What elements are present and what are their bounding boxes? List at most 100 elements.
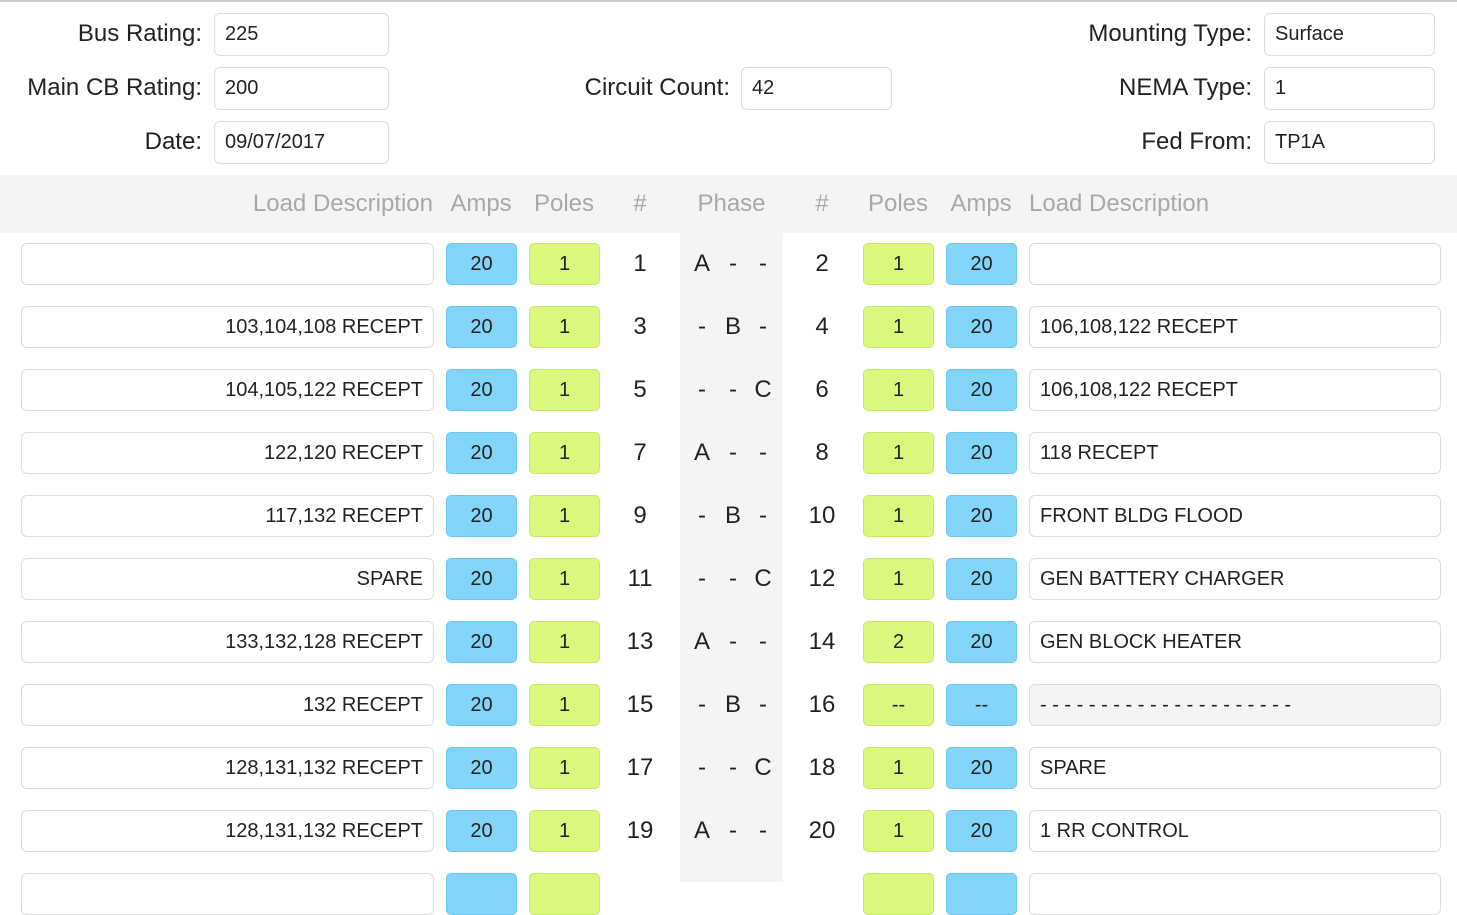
field-input[interactable]: TP1A — [1264, 121, 1435, 164]
left-amps[interactable]: 20 — [446, 684, 517, 726]
left-description[interactable]: 128,131,132 RECEPT — [21, 810, 434, 852]
right-poles[interactable]: 2 — [863, 621, 934, 663]
right-poles[interactable]: 1 — [863, 495, 934, 537]
right-poles[interactable]: 1 — [863, 747, 934, 789]
right-amps[interactable]: 20 — [946, 243, 1017, 285]
phase-cell: C — [754, 565, 772, 592]
right-amps[interactable]: 20 — [946, 747, 1017, 789]
right-description[interactable]: 118 RECEPT — [1029, 432, 1441, 474]
left-amps[interactable]: 20 — [446, 369, 517, 411]
right-poles[interactable]: 1 — [863, 432, 934, 474]
phase-cell: C — [754, 376, 772, 403]
right-poles[interactable]: 1 — [863, 243, 934, 285]
right-amps[interactable]: 20 — [946, 558, 1017, 600]
phase-cell: - — [698, 565, 706, 592]
phase-cell: - — [698, 376, 706, 403]
left-description[interactable]: 132 RECEPT — [21, 684, 434, 726]
phase-cell: - — [729, 376, 737, 403]
left-number: 9 — [633, 502, 647, 529]
right-number: 4 — [815, 313, 829, 340]
partial-row-cell — [946, 873, 1017, 915]
left-description[interactable]: 104,105,122 RECEPT — [21, 369, 434, 411]
field-input[interactable]: 09/07/2017 — [214, 121, 389, 164]
right-poles[interactable]: 1 — [863, 810, 934, 852]
right-amps[interactable]: 20 — [946, 810, 1017, 852]
left-poles[interactable]: 1 — [529, 306, 600, 348]
left-amps[interactable]: 20 — [446, 495, 517, 537]
left-number: 5 — [633, 376, 647, 403]
field-input[interactable]: 200 — [214, 67, 389, 110]
left-description[interactable]: 103,104,108 RECEPT — [21, 306, 434, 348]
left-poles[interactable]: 1 — [529, 747, 600, 789]
right-description[interactable] — [1029, 243, 1441, 285]
right-amps[interactable]: 20 — [946, 369, 1017, 411]
phase-cell: B — [724, 502, 741, 529]
left-poles[interactable]: 1 — [529, 369, 600, 411]
right-description[interactable]: SPARE — [1029, 747, 1441, 789]
right-poles[interactable]: 1 — [863, 558, 934, 600]
field-input[interactable]: 1 — [1264, 67, 1435, 110]
right-number: 6 — [815, 376, 829, 403]
left-poles[interactable]: 1 — [529, 243, 600, 285]
phase-cell: - — [759, 250, 767, 277]
right-number: 8 — [815, 439, 829, 466]
phase-cell: C — [754, 754, 772, 781]
left-description[interactable]: 117,132 RECEPT — [21, 495, 434, 537]
left-description[interactable]: 133,132,128 RECEPT — [21, 621, 434, 663]
partial-row-cell — [21, 873, 434, 915]
left-poles[interactable]: 1 — [529, 684, 600, 726]
phase-cell: - — [729, 628, 737, 655]
left-poles[interactable]: 1 — [529, 558, 600, 600]
right-description[interactable]: FRONT BLDG FLOOD — [1029, 495, 1441, 537]
left-poles[interactable]: 1 — [529, 810, 600, 852]
left-amps[interactable]: 20 — [446, 747, 517, 789]
column-header: Amps — [950, 190, 1012, 217]
left-amps[interactable]: 20 — [446, 243, 517, 285]
left-number: 19 — [626, 817, 654, 844]
phase-cell: - — [759, 502, 767, 529]
right-description[interactable]: 106,108,122 RECEPT — [1029, 369, 1441, 411]
right-description[interactable]: GEN BLOCK HEATER — [1029, 621, 1441, 663]
left-poles[interactable]: 1 — [529, 495, 600, 537]
right-amps[interactable]: 20 — [946, 306, 1017, 348]
phase-cell: - — [759, 313, 767, 340]
field-input[interactable]: 225 — [214, 13, 389, 56]
right-amps[interactable]: 20 — [946, 432, 1017, 474]
right-amps[interactable]: 20 — [946, 621, 1017, 663]
phase-cell: B — [724, 691, 741, 718]
left-number: 1 — [633, 250, 647, 277]
right-description[interactable]: - - - - - - - - - - - - - - - - - - - - … — [1029, 684, 1441, 726]
right-number: 20 — [808, 817, 836, 844]
right-poles[interactable]: 1 — [863, 306, 934, 348]
right-amps[interactable]: 20 — [946, 495, 1017, 537]
left-amps[interactable]: 20 — [446, 306, 517, 348]
right-poles[interactable]: -- — [863, 684, 934, 726]
partial-row-cell — [446, 873, 517, 915]
field-label: Circuit Count: — [584, 74, 730, 101]
field-label: NEMA Type: — [1119, 74, 1252, 101]
partial-row-cell — [529, 873, 600, 915]
left-number: 3 — [633, 313, 647, 340]
right-amps[interactable]: -- — [946, 684, 1017, 726]
left-amps[interactable]: 20 — [446, 621, 517, 663]
left-amps[interactable]: 20 — [446, 810, 517, 852]
field-input[interactable]: Surface — [1264, 13, 1435, 56]
right-poles[interactable]: 1 — [863, 369, 934, 411]
field-input[interactable]: 42 — [741, 67, 892, 110]
right-number: 16 — [808, 691, 836, 718]
phase-cell: - — [759, 439, 767, 466]
top-border — [0, 0, 1457, 2]
left-description[interactable]: 122,120 RECEPT — [21, 432, 434, 474]
right-description[interactable]: 106,108,122 RECEPT — [1029, 306, 1441, 348]
left-description[interactable]: SPARE — [21, 558, 434, 600]
right-description[interactable]: GEN BATTERY CHARGER — [1029, 558, 1441, 600]
left-description[interactable] — [21, 243, 434, 285]
left-amps[interactable]: 20 — [446, 432, 517, 474]
phase-cell: B — [724, 313, 741, 340]
left-poles[interactable]: 1 — [529, 621, 600, 663]
left-poles[interactable]: 1 — [529, 432, 600, 474]
left-description[interactable]: 128,131,132 RECEPT — [21, 747, 434, 789]
column-header: Load Description — [1029, 190, 1210, 217]
left-amps[interactable]: 20 — [446, 558, 517, 600]
right-description[interactable]: 1 RR CONTROL — [1029, 810, 1441, 852]
